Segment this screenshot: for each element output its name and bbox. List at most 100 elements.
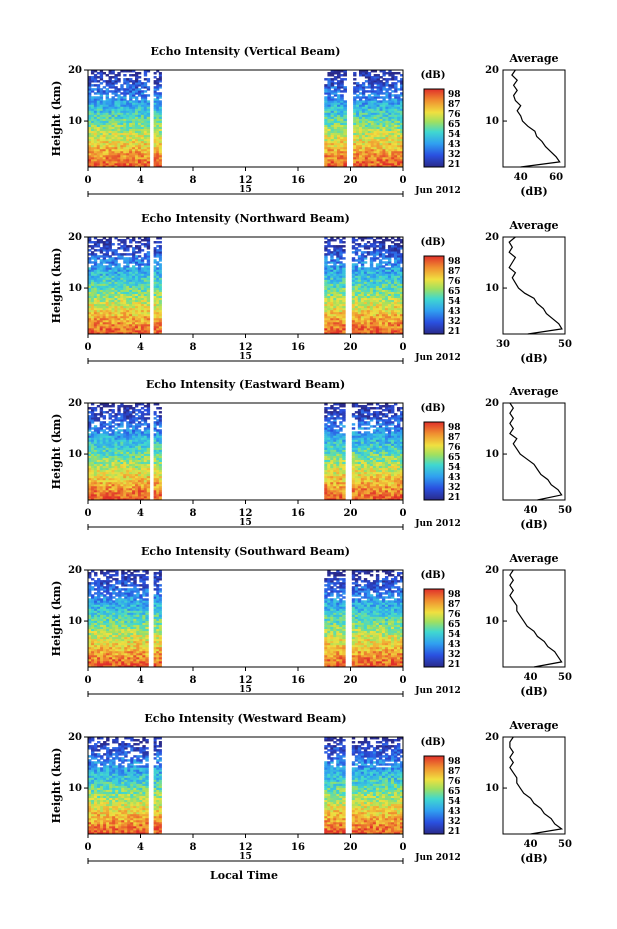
heatmap-cell xyxy=(117,114,121,117)
heatmap-cell xyxy=(132,281,136,284)
heatmap-cell xyxy=(367,126,372,130)
heatmap-cell xyxy=(111,495,115,499)
heatmap-cell xyxy=(146,102,151,105)
heatmap-cell xyxy=(137,307,142,311)
heatmap-cell xyxy=(129,275,133,278)
heatmap-cell xyxy=(146,100,151,103)
heatmap-cell xyxy=(129,451,133,454)
heatmap-cell xyxy=(93,331,98,335)
heatmap-cell xyxy=(333,323,337,327)
heatmap-cell xyxy=(126,477,130,481)
heatmap-cell xyxy=(393,313,398,317)
heatmap-cell xyxy=(137,485,142,489)
heatmap-cell xyxy=(333,152,338,156)
heatmap-cell xyxy=(343,138,347,142)
heatmap-cell xyxy=(342,283,346,286)
heatmap-cell xyxy=(342,313,346,317)
heatmap-cell xyxy=(135,112,139,115)
heatmap-cell xyxy=(135,489,139,493)
heatmap-cell xyxy=(105,142,109,146)
heatmap-cell xyxy=(111,295,115,299)
heatmap-cell xyxy=(158,154,162,158)
heatmap-cell xyxy=(111,118,115,121)
heatmap-cell xyxy=(96,485,101,489)
heatmap-cell xyxy=(353,92,357,95)
heatmap-cell xyxy=(88,411,92,414)
heatmap-cell xyxy=(336,291,340,294)
heatmap-cell xyxy=(126,315,130,319)
heatmap-cell xyxy=(129,100,133,103)
heatmap-cell xyxy=(158,100,162,103)
heatmap-cell xyxy=(102,142,107,146)
heatmap-cell xyxy=(364,98,369,101)
heatmap-cell xyxy=(357,261,362,264)
heatmap-cell xyxy=(333,142,338,146)
heatmap-cell xyxy=(140,307,145,311)
heatmap-cell xyxy=(158,327,162,331)
heatmap-cell xyxy=(354,303,359,307)
heatmap-cell xyxy=(123,431,127,434)
heatmap-cell xyxy=(393,239,398,242)
heatmap-cell xyxy=(132,299,136,303)
heatmap-cell xyxy=(363,245,368,248)
heatmap-cell xyxy=(324,86,328,89)
heatmap-cell xyxy=(393,297,398,301)
heatmap-cell xyxy=(390,273,395,276)
heatmap-cell xyxy=(337,108,341,111)
heatmap-cell xyxy=(356,126,360,130)
heatmap-cell xyxy=(143,154,148,158)
heatmap-cell xyxy=(363,243,368,246)
heatmap-cell xyxy=(397,146,401,150)
heatmap-cell xyxy=(361,124,366,127)
heatmap-cell xyxy=(378,311,383,315)
heatmap-cell xyxy=(394,146,398,150)
heatmap-cell xyxy=(126,162,130,166)
heatmap-cell xyxy=(111,283,115,286)
heatmap-cell xyxy=(99,130,104,134)
heatmap-cell xyxy=(336,327,340,331)
heatmap-cell xyxy=(370,110,375,113)
profile-y-tick-label: 20 xyxy=(485,65,499,76)
heatmap-cell xyxy=(330,72,335,75)
heatmap-cell xyxy=(375,269,380,272)
heatmap-cell xyxy=(108,160,112,164)
heatmap-cell xyxy=(105,433,109,436)
heatmap-cell xyxy=(90,459,95,463)
heatmap-cell xyxy=(123,156,127,160)
heatmap-cell xyxy=(388,110,392,113)
heatmap-cell xyxy=(117,439,121,442)
heatmap-cell xyxy=(390,265,395,268)
heatmap-cell xyxy=(88,301,92,305)
heatmap-cell xyxy=(96,297,101,301)
heatmap-cell xyxy=(158,293,162,297)
heatmap-cell xyxy=(387,291,392,294)
heatmap-cell xyxy=(378,267,383,270)
heatmap-cell xyxy=(108,485,112,489)
heatmap-cell xyxy=(372,321,377,325)
heatmap-cell xyxy=(120,457,124,460)
heatmap-cell xyxy=(324,114,328,117)
heatmap-cell xyxy=(364,128,369,132)
heatmap-cell xyxy=(93,130,98,134)
heatmap-cell xyxy=(340,142,344,146)
heatmap-cell xyxy=(156,118,160,121)
heatmap-cell xyxy=(129,239,133,242)
heatmap-cell xyxy=(123,293,127,297)
heatmap-cell xyxy=(93,455,98,458)
heatmap-cell xyxy=(360,303,365,307)
heatmap-cell xyxy=(388,152,392,156)
heatmap-cell xyxy=(132,481,136,485)
heatmap-cell xyxy=(158,253,162,256)
heatmap-cell xyxy=(158,78,162,81)
heatmap-cell xyxy=(337,130,341,134)
heatmap-cell xyxy=(93,92,98,95)
heatmap-cell xyxy=(372,317,377,321)
heatmap-cell xyxy=(135,319,139,323)
heatmap-cell xyxy=(337,114,341,117)
heatmap-cell xyxy=(366,245,371,248)
heatmap-cell xyxy=(354,243,359,246)
heatmap-cell xyxy=(123,495,127,499)
heatmap-cell xyxy=(360,271,365,274)
heatmap-cell xyxy=(354,301,359,305)
heatmap-cell xyxy=(388,84,392,87)
